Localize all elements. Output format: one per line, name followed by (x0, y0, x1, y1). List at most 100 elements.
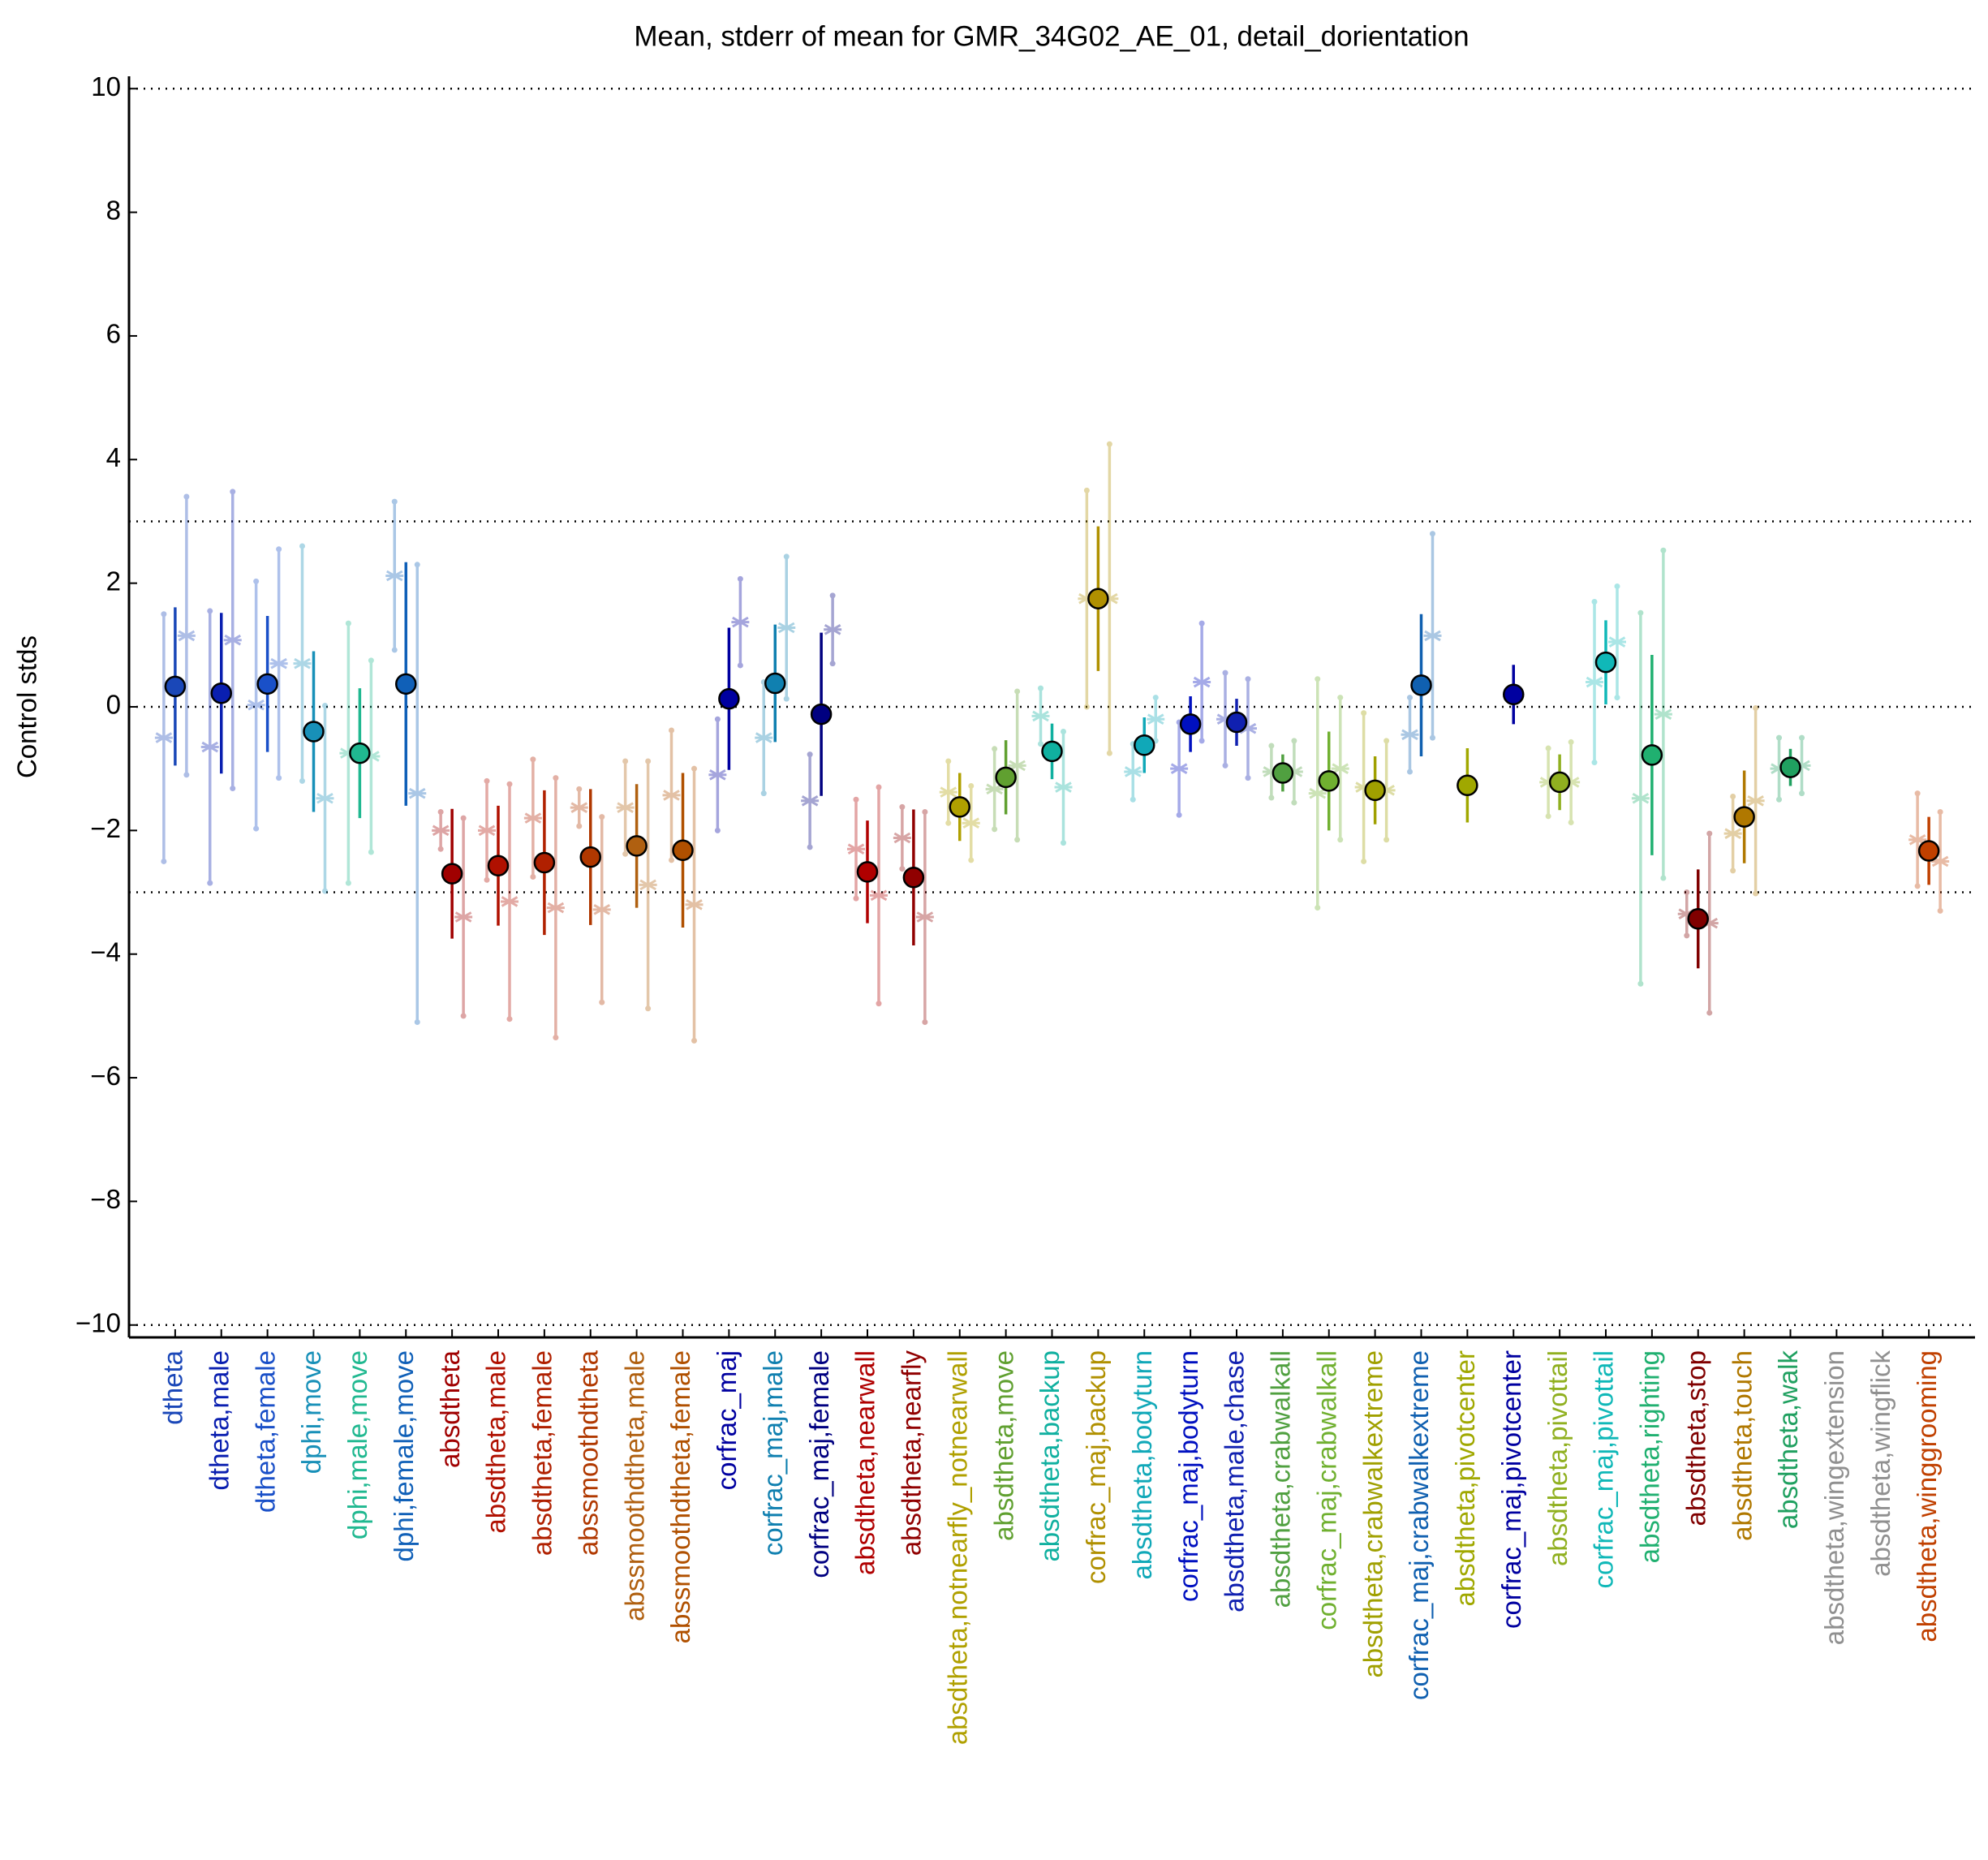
error-cap (992, 746, 998, 752)
mean-marker (856, 861, 879, 883)
x-tick-label: corfrac_maj,bodyturn (1173, 1350, 1203, 1602)
point-group (1631, 609, 1650, 987)
point-group (570, 786, 588, 829)
error-cap (645, 758, 652, 764)
asterisk-marker (247, 695, 265, 714)
asterisk-marker (523, 809, 542, 828)
asterisk-marker (915, 908, 934, 926)
x-tick-label: absdtheta,male,chase (1220, 1350, 1250, 1612)
error-cap (161, 611, 167, 618)
point-group (847, 796, 865, 902)
asterisk-marker (1792, 756, 1811, 775)
x-tick-label: absdtheta,touch (1727, 1350, 1757, 1541)
point-group (708, 716, 727, 833)
asterisk-marker (731, 613, 750, 631)
error-cap (299, 777, 305, 784)
error-cap (1937, 809, 1943, 815)
mean-marker (164, 675, 187, 698)
error-cap (484, 777, 490, 784)
y-tick-label: 0 (106, 690, 121, 720)
asterisk-marker (1931, 852, 1950, 871)
point-group (1284, 738, 1303, 806)
x-tick-label: absdtheta,nearwall (850, 1350, 880, 1575)
error-cap (899, 866, 906, 872)
asterisk-marker (570, 799, 588, 817)
point-group (949, 773, 970, 842)
error-cap (230, 489, 236, 495)
point-group (164, 607, 187, 766)
asterisk-marker (200, 738, 219, 756)
x-tick-label: absdtheta,pivotcenter (1450, 1350, 1480, 1607)
error-cap (506, 1016, 513, 1023)
x-tick-label: absdtheta,crabwalkextreme (1358, 1350, 1388, 1678)
point-group (501, 781, 519, 1023)
error-cap (737, 575, 743, 582)
error-cap (1152, 695, 1159, 701)
asterisk-marker (1770, 760, 1788, 778)
error-cap (1753, 890, 1759, 897)
point-group (316, 702, 334, 894)
asterisk-marker (755, 729, 773, 747)
point-group (1216, 670, 1234, 769)
error-cap (506, 781, 513, 787)
error-cap (414, 1019, 420, 1025)
point-group (810, 632, 833, 796)
mean-marker (256, 673, 278, 695)
error-cap (1706, 1010, 1713, 1016)
x-tick-label: absdtheta,walk (1773, 1350, 1803, 1530)
error-cap (599, 814, 605, 820)
error-cap (1198, 620, 1205, 626)
x-tick-label: corfrac_maj,pivottail (1589, 1350, 1619, 1588)
error-cap (1106, 441, 1112, 447)
x-tick-label: corfrac_maj,crabwalkall (1311, 1350, 1341, 1630)
error-cap (1660, 547, 1667, 553)
point-group (362, 657, 381, 855)
error-cap (1014, 688, 1021, 695)
error-cap (368, 657, 374, 664)
point-group (247, 578, 265, 832)
x-tick-label: corfrac_maj (712, 1350, 742, 1490)
error-cap (714, 827, 721, 833)
point-group (1272, 754, 1294, 792)
x-tick-label: abssmoothdtheta (573, 1350, 603, 1556)
error-cap (1914, 790, 1921, 797)
asterisk-marker (1631, 789, 1650, 807)
asterisk-marker (1908, 830, 1927, 849)
mean-marker (718, 687, 740, 710)
point-group (1457, 748, 1478, 823)
error-cap (1014, 837, 1021, 843)
x-tick-label: absdtheta,notnearfly_notnearwall (942, 1350, 972, 1745)
error-cap (1198, 738, 1205, 744)
asterisk-marker (685, 895, 704, 914)
point-group (210, 613, 232, 774)
error-cap (391, 498, 398, 505)
error-cap (1268, 743, 1275, 749)
mean-marker (533, 851, 556, 874)
error-cap (207, 608, 213, 614)
asterisk-marker (962, 814, 980, 833)
point-group (293, 543, 312, 784)
point-group (1225, 699, 1248, 746)
point-group (1641, 655, 1663, 855)
point-group (408, 562, 427, 1025)
point-group (718, 627, 740, 770)
y-tick-label: 10 (91, 71, 121, 101)
point-group (339, 620, 358, 886)
y-tick-label: 6 (106, 319, 121, 349)
point-group (1410, 614, 1432, 756)
error-cap (1245, 676, 1251, 682)
error-cap (183, 493, 190, 500)
point-group (1377, 738, 1396, 843)
mean-marker (995, 766, 1017, 789)
point-group (995, 740, 1017, 815)
point-group (200, 608, 219, 886)
error-cap (899, 803, 906, 810)
mean-marker (1041, 740, 1063, 763)
point-group (533, 790, 556, 936)
mean-marker (1779, 756, 1801, 778)
error-cap (1776, 796, 1782, 803)
point-group (349, 688, 371, 819)
point-group (1401, 695, 1419, 775)
error-cap (1591, 760, 1598, 766)
error-cap (230, 786, 236, 792)
